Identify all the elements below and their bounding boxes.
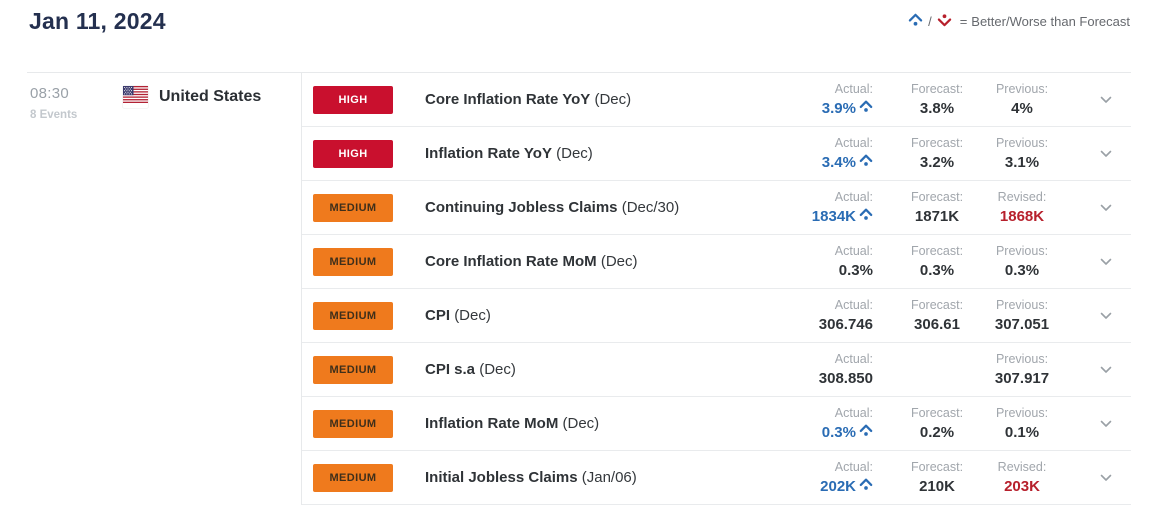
expand-row-button[interactable] <box>1081 204 1131 212</box>
country-link[interactable]: United States <box>123 86 261 108</box>
group-column: 08:30 8 Events <box>27 73 302 505</box>
actual-column: Actual: 308.850 <box>818 352 873 387</box>
event-name[interactable]: Initial Jobless Claims (Jan/06) <box>425 469 637 486</box>
actual-column: Actual: 0.3% <box>821 406 873 441</box>
legend-equals: = <box>959 14 968 29</box>
expand-row-button[interactable] <box>1081 474 1131 482</box>
impact-badge: MEDIUM <box>313 301 393 330</box>
impact-badge: HIGH <box>313 85 393 114</box>
event-row-inflation-yoy[interactable]: HIGH Inflation Rate YoY (Dec) Actual: 3.… <box>302 127 1131 181</box>
event-name[interactable]: Inflation Rate YoY (Dec) <box>425 145 593 162</box>
forecast-column: Forecast: 3.8% <box>910 82 964 117</box>
event-name[interactable]: Core Inflation Rate MoM (Dec) <box>425 253 638 270</box>
forecast-column: Forecast: 1871K <box>910 190 964 225</box>
forecast-column-empty <box>897 359 977 380</box>
previous-column: Previous: 0.3% <box>995 244 1049 279</box>
worse-than-forecast-icon <box>937 13 952 30</box>
expand-row-button[interactable] <box>1081 150 1131 158</box>
impact-badge: MEDIUM <box>313 409 393 438</box>
better-arrow-icon <box>859 424 873 441</box>
legend-separator: / <box>928 14 932 29</box>
better-arrow-icon <box>859 478 873 495</box>
previous-column: Previous: 307.051 <box>994 298 1050 333</box>
forecast-column: Forecast: 0.3% <box>910 244 964 279</box>
event-row-continuing-jobless-claims[interactable]: MEDIUM Continuing Jobless Claims (Dec/30… <box>302 181 1131 235</box>
revised-column: Revised: 203K <box>997 460 1047 495</box>
forecast-column: Forecast: 3.2% <box>910 136 964 171</box>
event-rows: HIGH Core Inflation Rate YoY (Dec) Actua… <box>302 73 1131 505</box>
event-row-initial-jobless-claims[interactable]: MEDIUM Initial Jobless Claims (Jan/06) A… <box>302 451 1131 505</box>
group-time: 08:30 <box>30 85 70 102</box>
event-name[interactable]: CPI (Dec) <box>425 307 491 324</box>
event-name[interactable]: Continuing Jobless Claims (Dec/30) <box>425 199 680 216</box>
actual-column: Actual: 306.746 <box>818 298 873 333</box>
forecast-column: Forecast: 210K <box>910 460 964 495</box>
actual-column: Actual: 202K <box>820 460 873 495</box>
better-arrow-icon <box>859 100 873 117</box>
actual-column: Actual: 3.4% <box>821 136 873 171</box>
legend-text: Better/Worse than Forecast <box>971 14 1130 29</box>
expand-row-button[interactable] <box>1081 96 1131 104</box>
group-events-count: 8 Events <box>30 109 78 121</box>
impact-badge: MEDIUM <box>313 193 393 222</box>
event-row-cpi-sa[interactable]: MEDIUM CPI s.a (Dec) Actual: 308.850 Prev… <box>302 343 1131 397</box>
time-block: 08:30 8 Events <box>30 85 123 121</box>
expand-row-button[interactable] <box>1081 258 1131 266</box>
better-arrow-icon <box>859 208 873 225</box>
actual-column: Actual: 1834K <box>811 190 873 225</box>
actual-column: Actual: 0.3% <box>834 244 873 279</box>
page-title: Jan 11, 2024 <box>29 8 166 34</box>
forecast-column: Forecast: 306.61 <box>910 298 964 333</box>
calendar-header: Jan 11, 2024 / = Better/Worse than Forec… <box>0 0 1172 64</box>
event-name[interactable]: CPI s.a (Dec) <box>425 361 516 378</box>
event-row-core-inflation-yoy[interactable]: HIGH Core Inflation Rate YoY (Dec) Actua… <box>302 73 1131 127</box>
impact-badge: MEDIUM <box>313 463 393 492</box>
better-than-forecast-icon <box>908 13 923 30</box>
forecast-column: Forecast: 0.2% <box>910 406 964 441</box>
impact-badge: MEDIUM <box>313 355 393 384</box>
events-table: 08:30 8 Events <box>27 72 1131 505</box>
event-row-inflation-mom[interactable]: MEDIUM Inflation Rate MoM (Dec) Actual: … <box>302 397 1131 451</box>
expand-row-button[interactable] <box>1081 366 1131 374</box>
us-flag-icon <box>123 86 148 108</box>
previous-column: Previous: 0.1% <box>995 406 1049 441</box>
forecast-legend: / = Better/Worse than Forecast <box>908 13 1130 30</box>
expand-row-button[interactable] <box>1081 420 1131 428</box>
event-name[interactable]: Core Inflation Rate YoY (Dec) <box>425 91 632 108</box>
event-row-core-inflation-mom[interactable]: MEDIUM Core Inflation Rate MoM (Dec) Act… <box>302 235 1131 289</box>
revised-column: Revised: 1868K <box>997 190 1047 225</box>
event-row-cpi[interactable]: MEDIUM CPI (Dec) Actual: 306.746 Forecast… <box>302 289 1131 343</box>
previous-column: Previous: 307.917 <box>994 352 1050 387</box>
country-name: United States <box>159 88 262 105</box>
previous-column: Previous: 4% <box>995 82 1049 117</box>
better-arrow-icon <box>859 154 873 171</box>
impact-badge: HIGH <box>313 139 393 168</box>
watermark-cn-text: 海马财经 <box>0 410 3 480</box>
previous-column: Previous: 3.1% <box>995 136 1049 171</box>
impact-badge: MEDIUM <box>313 247 393 276</box>
actual-column: Actual: 3.9% <box>821 82 873 117</box>
expand-row-button[interactable] <box>1081 312 1131 320</box>
event-name[interactable]: Inflation Rate MoM (Dec) <box>425 415 600 432</box>
